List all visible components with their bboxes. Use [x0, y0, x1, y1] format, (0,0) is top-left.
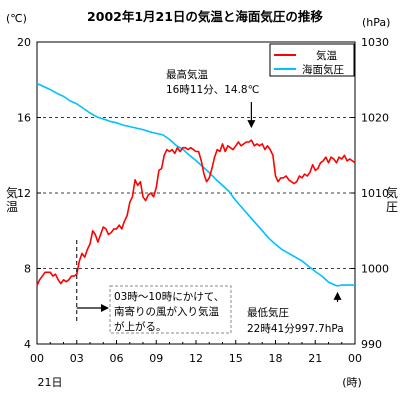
series-line-pressure — [36, 82, 355, 287]
x-axis-unit-label: (時) — [342, 376, 362, 389]
annotation-wind-arrowhead — [101, 304, 109, 312]
annotation-max-temp-line1: 最高気温 — [166, 68, 208, 81]
grid-lines — [37, 117, 355, 269]
x-tick-label: 12 — [189, 352, 203, 365]
x-tick-label: 09 — [149, 352, 163, 365]
legend-label-pressure: 海面気圧 — [302, 63, 344, 76]
left-tick-label: 20 — [17, 36, 31, 49]
annotation-wind-line1: 03時～10時にかけて、 — [114, 291, 224, 303]
annotation-max-temp-arrowhead — [247, 120, 256, 129]
right-axis-unit: (hPa) — [362, 16, 390, 29]
left-axis-title-char: 温 — [6, 200, 18, 214]
annotation-wind-box — [109, 285, 232, 334]
left-axis-title-char: 気 — [6, 185, 18, 200]
legend: 気温 海面気圧 — [269, 43, 355, 77]
annotation-min-pressure: 最低気圧 22時41分997.7hPa — [247, 291, 344, 335]
left-tick-label: 8 — [24, 263, 31, 276]
annotation-wind-line2: 南寄りの風が入り気温 — [114, 305, 219, 318]
left-axis-title: 気 温 — [6, 185, 18, 214]
left-tick-label: 4 — [24, 338, 31, 351]
left-axis-unit: (℃) — [6, 12, 27, 25]
legend-label-temperature: 気温 — [316, 49, 337, 62]
axis-ticks: 4 8 12 16 20 990 1000 1010 1020 1030 00 03 06 09 12 15 1… — [17, 36, 389, 365]
x-tick-label: 15 — [229, 352, 243, 365]
right-tick-label: 990 — [361, 338, 382, 351]
right-tick-label: 1000 — [361, 263, 389, 276]
x-tick-label: 00 — [348, 352, 362, 365]
x-tick-label: 18 — [269, 352, 283, 365]
annotation-min-pressure-line2: 22時41分997.7hPa — [247, 323, 344, 335]
left-tick-label: 16 — [17, 112, 31, 125]
legend-box — [269, 43, 355, 77]
x-axis-day-label: 21日 — [38, 376, 63, 389]
chart-title: 2002年1月21日の気温と海面気圧の推移 — [87, 9, 323, 24]
right-tick-label: 1020 — [361, 112, 389, 125]
x-tick-label: 00 — [30, 352, 44, 365]
annotation-min-pressure-line1: 最低気圧 — [247, 306, 289, 319]
x-tick-label: 06 — [110, 352, 124, 365]
x-tick-label: 03 — [70, 352, 84, 365]
right-axis-title: 気 圧 — [386, 185, 398, 214]
right-axis-title-char: 気 — [386, 185, 398, 200]
annotation-max-temp-line2: 16時11分、14.8℃ — [166, 84, 259, 96]
annotation-min-pressure-arrowhead — [333, 291, 342, 300]
annotation-max-temperature: 最高気温 16時11分、14.8℃ — [166, 68, 259, 129]
left-tick-label: 12 — [17, 187, 31, 200]
right-tick-label: 1010 — [361, 187, 389, 200]
series-line-temperature — [36, 139, 356, 286]
annotation-wind-note: 03時～10時にかけて、 南寄りの風が入り気温 が上がる。 — [76, 240, 232, 334]
right-axis-title-char: 圧 — [386, 200, 398, 214]
right-tick-label: 1030 — [361, 36, 389, 49]
x-tick-label: 21 — [308, 352, 322, 365]
annotation-wind-line3: が上がる。 — [114, 320, 167, 333]
